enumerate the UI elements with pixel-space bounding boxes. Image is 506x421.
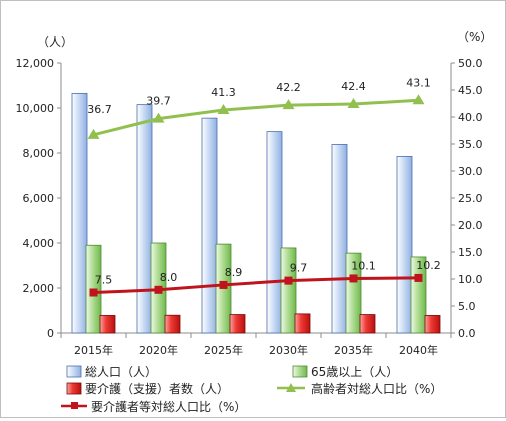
- left-tick-label: 0: [47, 327, 54, 340]
- marker-care-ratio: [349, 274, 358, 283]
- x-tick-label: 2040年: [399, 343, 438, 357]
- marker-elderly-ratio: [152, 112, 165, 123]
- label-elderly-ratio: 36.7: [87, 103, 112, 116]
- bar-total-population: [266, 131, 283, 334]
- right-tick-label: 5.0: [458, 300, 476, 313]
- right-tick-label: 35.0: [458, 138, 483, 151]
- marker-elderly-ratio: [347, 98, 360, 109]
- right-axis-unit: （%）: [457, 30, 492, 44]
- label-care-ratio: 10.2: [416, 259, 441, 272]
- left-tick-label: 12,000: [16, 57, 55, 70]
- bar-care-recipients: [359, 314, 376, 334]
- legend-label-elderly: 高齢者対総人口比（%）: [311, 381, 442, 396]
- legend-swatch-old: [292, 365, 308, 378]
- label-elderly-ratio: 39.7: [146, 95, 171, 108]
- label-care-ratio: 8.9: [225, 266, 243, 279]
- marker-care-ratio: [219, 280, 228, 289]
- legend-marker-care-ratio: [71, 402, 78, 409]
- bar-care-recipients: [229, 314, 246, 334]
- legend-label-care: 要介護（支援）者数（人）: [85, 381, 229, 396]
- legend-label-old: 65歳以上（人）: [311, 365, 398, 379]
- line-care-ratio: [93, 276, 419, 294]
- right-tick-label: 25.0: [458, 192, 483, 205]
- right-tick-label: 50.0: [458, 57, 483, 70]
- marker-elderly-ratio: [217, 103, 230, 114]
- bar-care-recipients: [164, 314, 181, 334]
- legend: 総人口（人） 65歳以上（人） 要介護（支援）者数（人） 高齢者対総人口比（%）…: [61, 365, 442, 414]
- x-tick-label: 2035年: [334, 343, 373, 357]
- label-elderly-ratio: 42.4: [341, 80, 366, 93]
- axes: 0 2,000 4,000 6,000 8,000 10,000 12,000 0.0 5.0 1…: [16, 57, 483, 357]
- bar-total-population: [201, 117, 218, 334]
- label-elderly-ratio: 41.3: [211, 86, 236, 99]
- left-tick-label: 10,000: [16, 102, 55, 115]
- marker-elderly-ratio: [282, 99, 295, 110]
- label-care-ratio: 8.0: [160, 271, 178, 284]
- bar-care-recipients: [99, 315, 116, 334]
- x-tick-label: 2020年: [139, 343, 178, 357]
- legend-label-care-ratio: 要介護者等対総人口比（%）: [91, 399, 246, 414]
- bar-care-recipients: [294, 313, 311, 334]
- bar-age-65-plus: [280, 247, 297, 334]
- left-tick-label: 4,000: [23, 237, 55, 250]
- left-tick-label: 2,000: [23, 282, 55, 295]
- marker-elderly-ratio: [412, 94, 425, 105]
- right-tick-label: 10.0: [458, 273, 483, 286]
- lines: [87, 94, 425, 297]
- x-tick-label: 2015年: [74, 343, 113, 357]
- bar-age-65-plus: [345, 252, 362, 334]
- right-tick-label: 20.0: [458, 219, 483, 232]
- marker-care-ratio: [414, 273, 423, 282]
- marker-care-ratio: [284, 276, 293, 285]
- right-tick-label: 15.0: [458, 246, 483, 259]
- right-tick-label: 45.0: [458, 84, 483, 97]
- left-tick-label: 6,000: [23, 192, 55, 205]
- data-labels: 36.7 39.7 41.3 42.2 42.4 43.1 7.5 8.0 8.9 9.7 10.1…: [87, 76, 441, 286]
- bars: [71, 92, 441, 334]
- bar-total-population: [331, 144, 348, 334]
- bar-care-recipients: [424, 315, 441, 334]
- marker-care-ratio: [89, 288, 98, 297]
- line-elderly-ratio: [93, 98, 419, 137]
- left-axis-unit: （人）: [37, 35, 73, 49]
- marker-elderly-ratio: [87, 128, 100, 139]
- label-elderly-ratio: 42.2: [276, 81, 301, 94]
- legend-swatch-pop: [66, 365, 82, 378]
- label-care-ratio: 10.1: [351, 259, 376, 272]
- right-tick-label: 0.0: [458, 327, 476, 340]
- right-tick-label: 40.0: [458, 111, 483, 124]
- bar-total-population: [396, 155, 413, 334]
- right-tick-label: 30.0: [458, 165, 483, 178]
- label-elderly-ratio: 43.1: [406, 76, 431, 89]
- legend-label-pop: 総人口（人）: [85, 365, 157, 379]
- x-tick-label: 2025年: [204, 343, 243, 357]
- label-care-ratio: 7.5: [95, 274, 113, 287]
- left-tick-label: 8,000: [23, 147, 55, 160]
- bar-total-population: [71, 92, 88, 334]
- marker-care-ratio: [154, 285, 163, 294]
- x-tick-label: 2030年: [269, 343, 308, 357]
- label-care-ratio: 9.7: [290, 262, 308, 275]
- legend-swatch-care: [66, 382, 82, 395]
- bar-total-population: [136, 104, 153, 334]
- legend-marker-elderly: [286, 383, 296, 392]
